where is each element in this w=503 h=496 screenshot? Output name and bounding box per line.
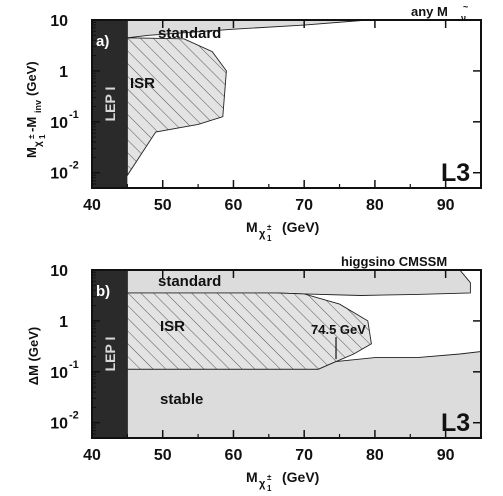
y-tick-label-a: 1	[59, 64, 68, 81]
y-axis-label-a-unit: (GeV)	[24, 61, 39, 96]
x-tick-label-b: 40	[83, 447, 101, 464]
region-label-isr-b: ISR	[160, 318, 185, 335]
corner-label-a-main: any M	[411, 4, 448, 19]
y-tick-label-b: 1	[59, 314, 68, 331]
y-axis-label-a-chi: χ	[33, 141, 44, 147]
y-tick-label-b: 10	[50, 416, 68, 433]
corner-label-a-nu: ν	[461, 13, 466, 23]
x-tick-label-b: 50	[154, 447, 172, 464]
x-axis-label-a: M χ 1 ± (GeV)	[246, 219, 319, 243]
corner-label-a: any M ~ ν	[411, 2, 468, 23]
x-axis-label-b-chi: χ	[259, 478, 266, 490]
x-tick-label-b: 60	[225, 447, 243, 464]
y-axis-label-a-rest: -M	[24, 117, 39, 132]
lep-excluded-band-a	[92, 20, 128, 188]
x-tick-label-a: 70	[295, 197, 313, 214]
regions-b	[126, 269, 482, 439]
x-axis-label-a-sup: ±	[267, 223, 272, 232]
y-tick-label-a: 10	[50, 13, 68, 30]
x-axis-label-a-m: M	[246, 219, 258, 235]
corner-label-b: higgsino CMSSM	[341, 254, 447, 269]
experiment-label-a: L3	[441, 159, 470, 187]
region-label-stable-b: stable	[160, 391, 203, 408]
lep-excluded-band-b	[92, 270, 128, 438]
plot-frame-b	[91, 269, 482, 439]
panel-label-a: a)	[96, 33, 109, 50]
y-tick-label-b: 10	[50, 263, 68, 280]
y-axis-label-b: ΔM (GeV)	[26, 327, 41, 385]
y-axis-label-a-inv: inv	[33, 100, 43, 113]
x-axis-label-a-unit: (GeV)	[282, 219, 319, 235]
plot-frame-a	[91, 19, 482, 189]
panel-label-b: b)	[96, 283, 110, 300]
x-tick-label-a: 80	[366, 197, 384, 214]
annotation-label-b: 74.5 GeV	[311, 322, 366, 337]
region-label-isr-a: ISR	[130, 75, 155, 92]
y-tick-exponent-a: -2	[69, 160, 79, 172]
corner-label-a-tilde: ~	[463, 2, 468, 12]
y-tick-exponent-b: -2	[69, 410, 79, 422]
x-axis-label-b: M χ 1 ± (GeV)	[246, 469, 319, 493]
x-axis-label-b-m: M	[246, 469, 258, 485]
x-tick-label-a: 90	[437, 197, 455, 214]
x-tick-label-b: 80	[366, 447, 384, 464]
y-axis-label-a-m: M	[24, 147, 39, 158]
x-axis-label-a-chi: χ	[259, 228, 266, 240]
x-tick-label-a: 40	[83, 197, 101, 214]
lep-label-b: LEP I	[102, 337, 118, 372]
x-axis-label-b-unit: (GeV)	[282, 469, 319, 485]
y-axis-label-a-sub: 1	[38, 134, 47, 139]
x-tick-label-b: 90	[437, 447, 455, 464]
x-tick-label-a: 50	[154, 197, 172, 214]
region-isr-a	[126, 37, 227, 177]
y-tick-exponent-b: -1	[69, 359, 79, 371]
y-tick-label-a: 10	[50, 166, 68, 183]
x-tick-label-a: 60	[225, 197, 243, 214]
x-axis-label-b-sub: 1	[267, 484, 272, 491]
experiment-label-b: L3	[441, 409, 470, 437]
y-axis-label-a-sup: ±	[27, 134, 36, 139]
x-axis-label-b-sup: ±	[267, 473, 272, 482]
region-label-standard-b: standard	[158, 273, 221, 290]
lep-label-a: LEP I	[102, 87, 118, 122]
y-axis-label-a: M χ 1 ± -M inv (GeV)	[24, 61, 47, 158]
x-axis-label-a-sub: 1	[267, 234, 272, 243]
y-tick-label-a: 10	[50, 115, 68, 132]
x-tick-label-b: 70	[295, 447, 313, 464]
region-label-standard-a: standard	[158, 25, 221, 42]
y-tick-exponent-a: -1	[69, 109, 79, 121]
y-tick-label-b: 10	[50, 365, 68, 382]
